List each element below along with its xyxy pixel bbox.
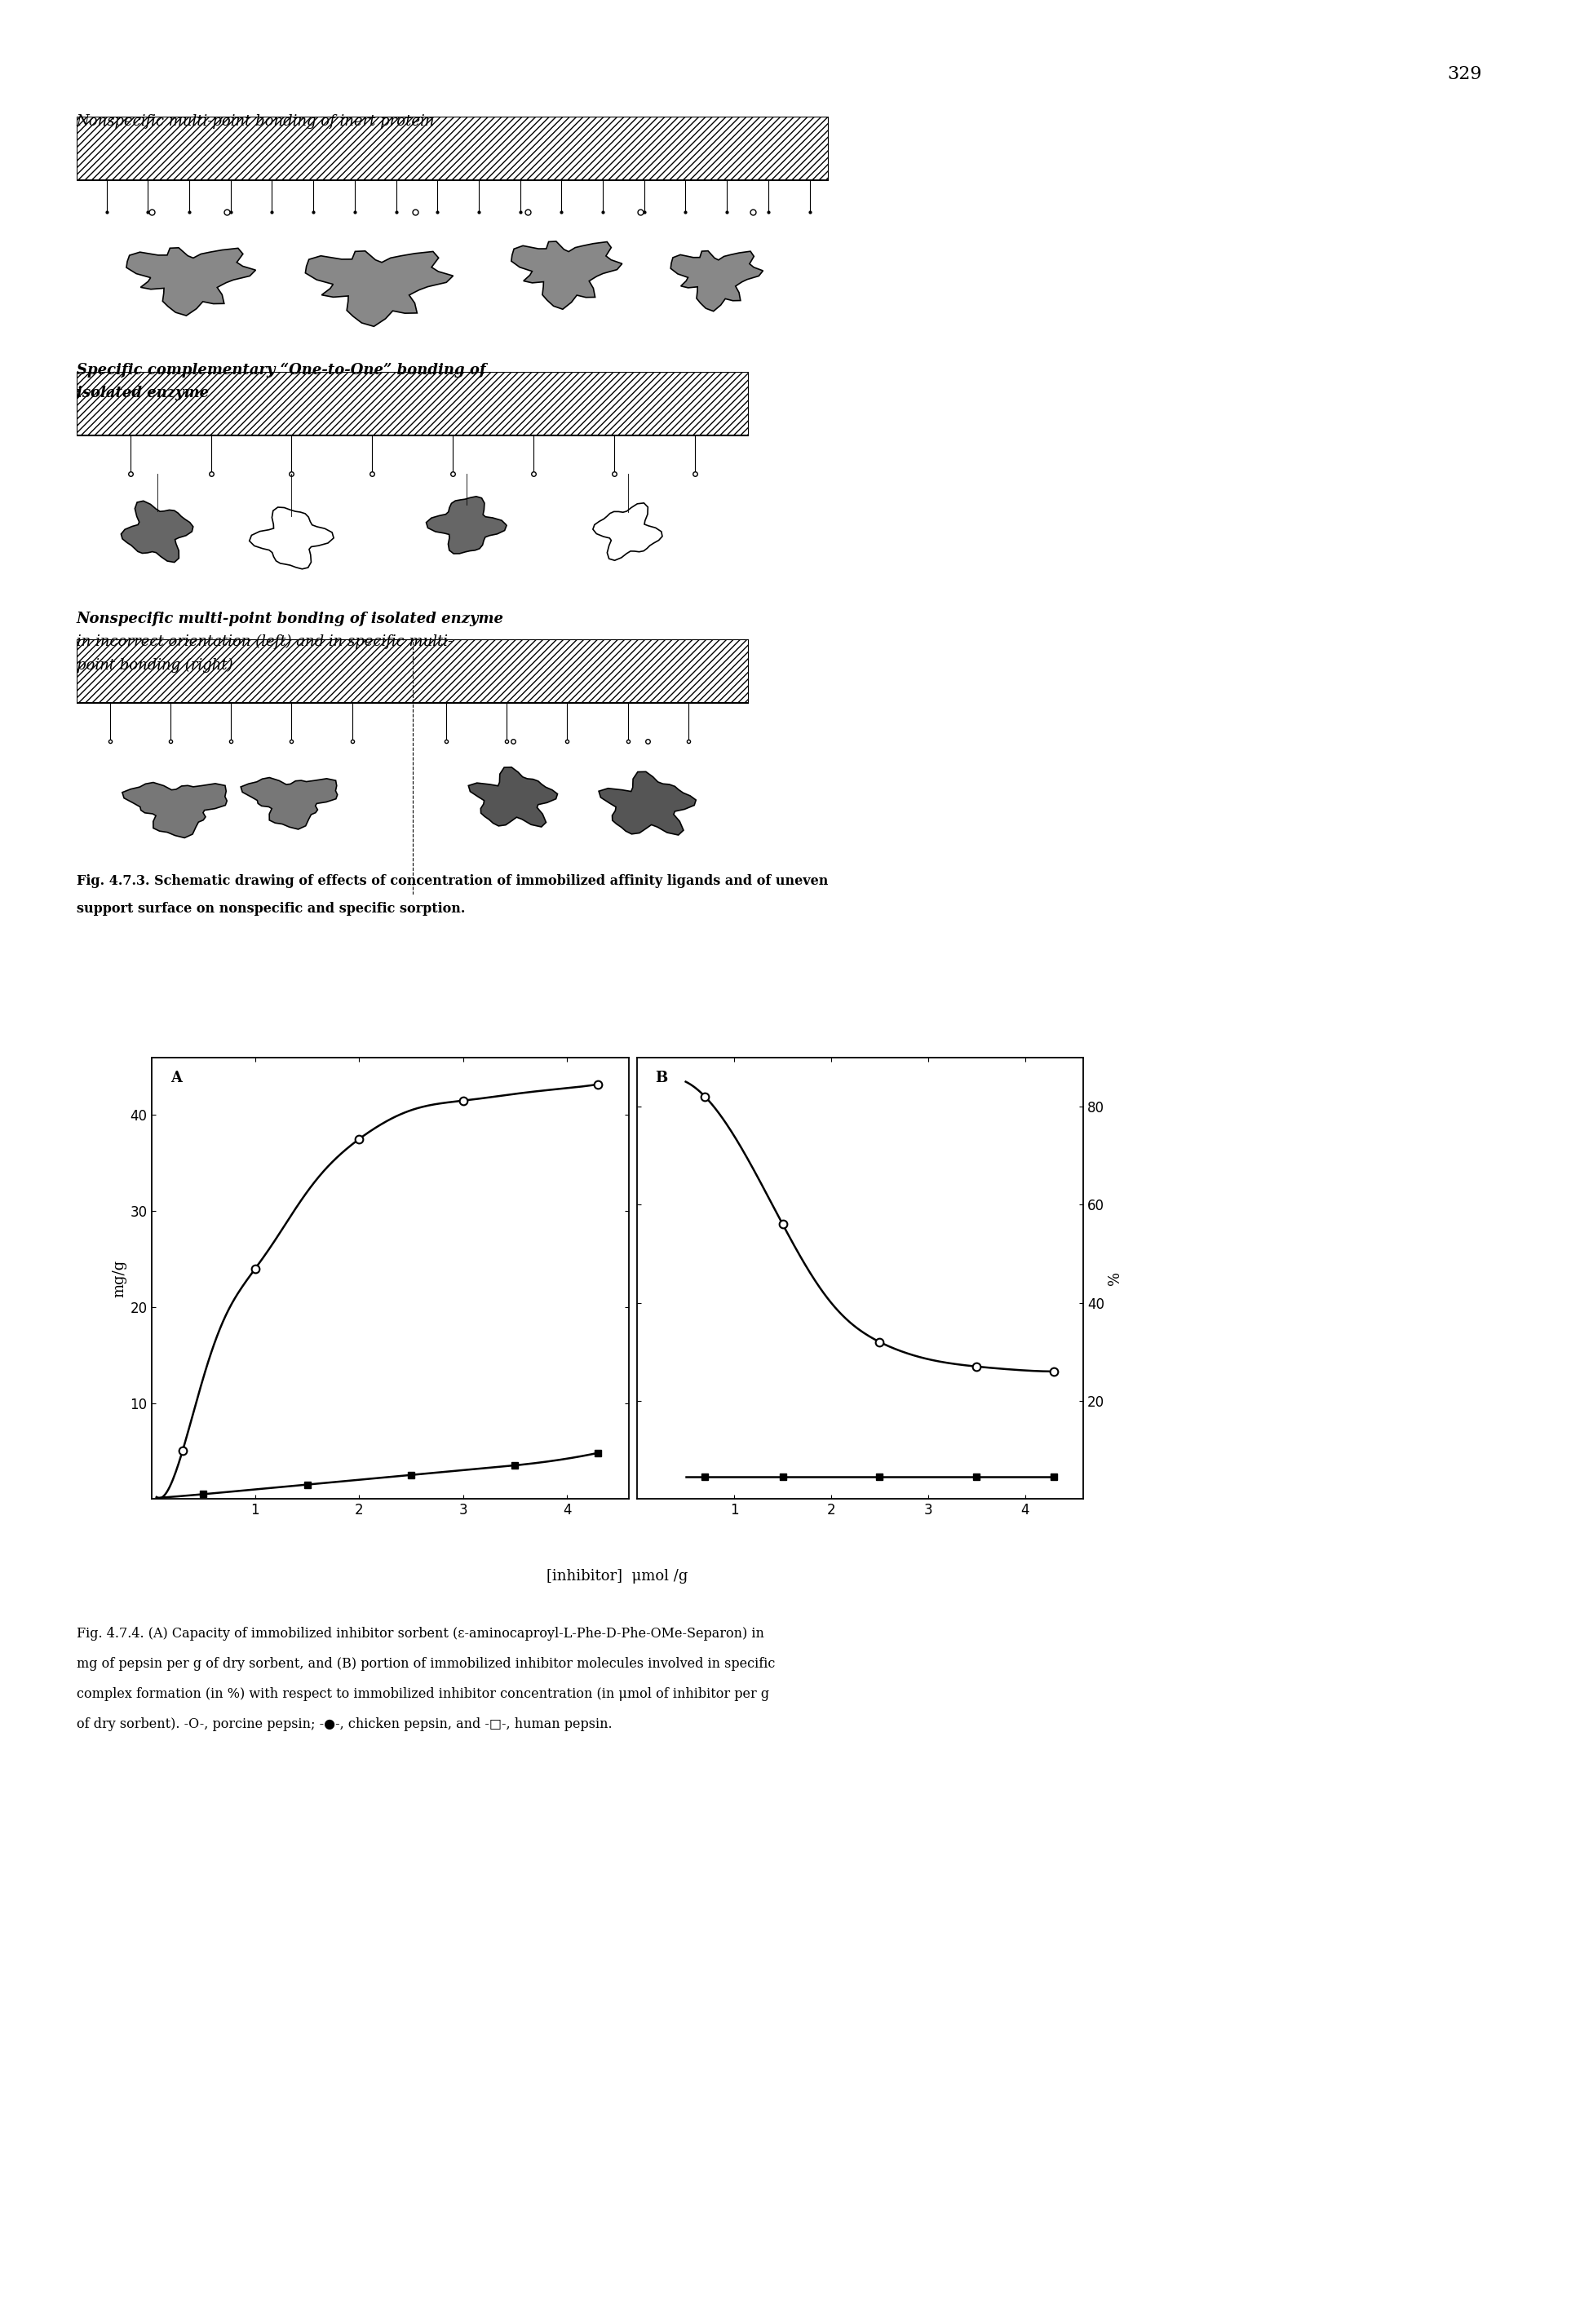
Text: 329: 329 xyxy=(1446,65,1481,84)
Polygon shape xyxy=(427,497,507,553)
Text: [inhibitor]  μmol /g: [inhibitor] μmol /g xyxy=(546,1569,688,1583)
Text: of dry sorbent). -O-, porcine pepsin; -●-, chicken pepsin, and -□-, human pepsin: of dry sorbent). -O-, porcine pepsin; -●… xyxy=(76,1717,612,1731)
Text: in incorrect orientation (left) and in specific multi-: in incorrect orientation (left) and in s… xyxy=(76,634,452,648)
Text: support surface on nonspecific and specific sorption.: support surface on nonspecific and speci… xyxy=(76,902,465,916)
Polygon shape xyxy=(241,779,338,830)
Bar xyxy=(76,116,828,181)
Text: point bonding (right): point bonding (right) xyxy=(76,658,233,672)
Text: Fig. 4.7.3. Schematic drawing of effects of concentration of immobilized affinit: Fig. 4.7.3. Schematic drawing of effects… xyxy=(76,874,828,888)
Text: Fig. 4.7.4. (A) Capacity of immobilized inhibitor sorbent (ε-aminocaproyl-L-Phe-: Fig. 4.7.4. (A) Capacity of immobilized … xyxy=(76,1627,765,1641)
Text: Nonspecific multi-point bonding of isolated enzyme: Nonspecific multi-point bonding of isola… xyxy=(76,611,503,625)
Bar xyxy=(76,372,749,437)
Text: A: A xyxy=(170,1071,182,1085)
Text: mg of pepsin per g of dry sorbent, and (B) portion of immobilized inhibitor mole: mg of pepsin per g of dry sorbent, and (… xyxy=(76,1657,774,1671)
Polygon shape xyxy=(511,242,623,309)
Polygon shape xyxy=(468,767,558,827)
Polygon shape xyxy=(123,783,226,839)
Polygon shape xyxy=(121,502,193,562)
Polygon shape xyxy=(671,251,763,311)
Y-axis label: mg/g: mg/g xyxy=(112,1260,127,1297)
Text: B: B xyxy=(655,1071,667,1085)
Text: Nonspecific multi-point bonding of inert protein: Nonspecific multi-point bonding of inert… xyxy=(76,114,435,128)
Y-axis label: %: % xyxy=(1107,1271,1123,1285)
Text: isolated enzyme: isolated enzyme xyxy=(76,386,209,400)
Bar xyxy=(76,639,749,704)
Polygon shape xyxy=(599,772,696,834)
Polygon shape xyxy=(126,249,255,316)
Text: complex formation (in %) with respect to immobilized inhibitor concentration (in: complex formation (in %) with respect to… xyxy=(76,1687,769,1701)
Polygon shape xyxy=(306,251,452,325)
Text: Specific complementary “One-to-One” bonding of: Specific complementary “One-to-One” bond… xyxy=(76,363,486,376)
